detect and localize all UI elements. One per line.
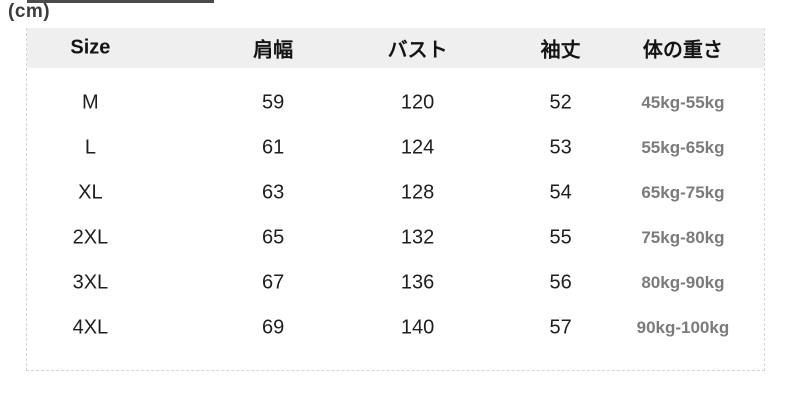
cell-bust: 120 xyxy=(400,91,435,113)
cropped-element-edge-strip xyxy=(27,0,214,3)
cell-sleeve-length: 54 xyxy=(549,181,572,203)
cell-weight-range: 80kg-90kg xyxy=(641,272,725,292)
cell-shoulder-width: 65 xyxy=(262,226,285,248)
cell-shoulder-width: 59 xyxy=(262,91,285,113)
cell-size: L xyxy=(84,136,96,158)
table-row: XL 63 128 54 65kg-75kg xyxy=(27,170,764,215)
cell-weight-range: 45kg-55kg xyxy=(641,92,725,112)
table-row: 3XL 67 136 56 80kg-90kg xyxy=(27,260,764,305)
size-table: Size 肩幅 バスト 袖丈 体の重さ M 59 120 52 45kg-55k… xyxy=(26,28,765,371)
cell-weight-range: 90kg-100kg xyxy=(636,317,730,337)
cell-bust: 128 xyxy=(400,181,435,203)
cell-size: 3XL xyxy=(72,271,109,293)
cell-sleeve-length: 57 xyxy=(549,316,572,338)
table-row: 2XL 65 132 55 75kg-80kg xyxy=(27,215,764,260)
unit-label: (cm) xyxy=(8,1,51,22)
column-header-sleeve-length: 袖丈 xyxy=(540,39,581,62)
cell-size: M xyxy=(82,91,99,113)
cell-shoulder-width: 67 xyxy=(262,271,285,293)
cell-shoulder-width: 63 xyxy=(262,181,285,203)
cell-bust: 132 xyxy=(400,226,435,248)
cell-weight-range: 55kg-65kg xyxy=(641,137,725,157)
cell-sleeve-length: 56 xyxy=(549,271,572,293)
table-header-row: Size 肩幅 バスト 袖丈 体の重さ xyxy=(27,28,764,68)
cell-sleeve-length: 53 xyxy=(549,136,572,158)
column-header-weight: 体の重さ xyxy=(642,39,723,62)
cell-shoulder-width: 69 xyxy=(262,316,285,338)
cell-weight-range: 65kg-75kg xyxy=(641,182,725,202)
column-header-shoulder-width: 肩幅 xyxy=(253,39,294,62)
cell-sleeve-length: 55 xyxy=(549,226,572,248)
table-row: L 61 124 53 55kg-65kg xyxy=(27,125,764,170)
table-body: M 59 120 52 45kg-55kg L 61 124 53 55kg-6… xyxy=(27,68,764,350)
table-row: M 59 120 52 45kg-55kg xyxy=(27,80,764,125)
cell-bust: 140 xyxy=(400,316,435,338)
column-header-size: Size xyxy=(70,36,111,59)
cell-size: 4XL xyxy=(72,316,109,338)
cell-bust: 124 xyxy=(400,136,435,158)
cell-size: 2XL xyxy=(72,226,109,248)
column-header-bust: バスト xyxy=(387,39,448,62)
cell-sleeve-length: 52 xyxy=(549,91,572,113)
cell-size: XL xyxy=(78,181,103,203)
cell-shoulder-width: 61 xyxy=(262,136,285,158)
cell-weight-range: 75kg-80kg xyxy=(641,227,725,247)
cell-bust: 136 xyxy=(400,271,435,293)
table-row: 4XL 69 140 57 90kg-100kg xyxy=(27,305,764,350)
